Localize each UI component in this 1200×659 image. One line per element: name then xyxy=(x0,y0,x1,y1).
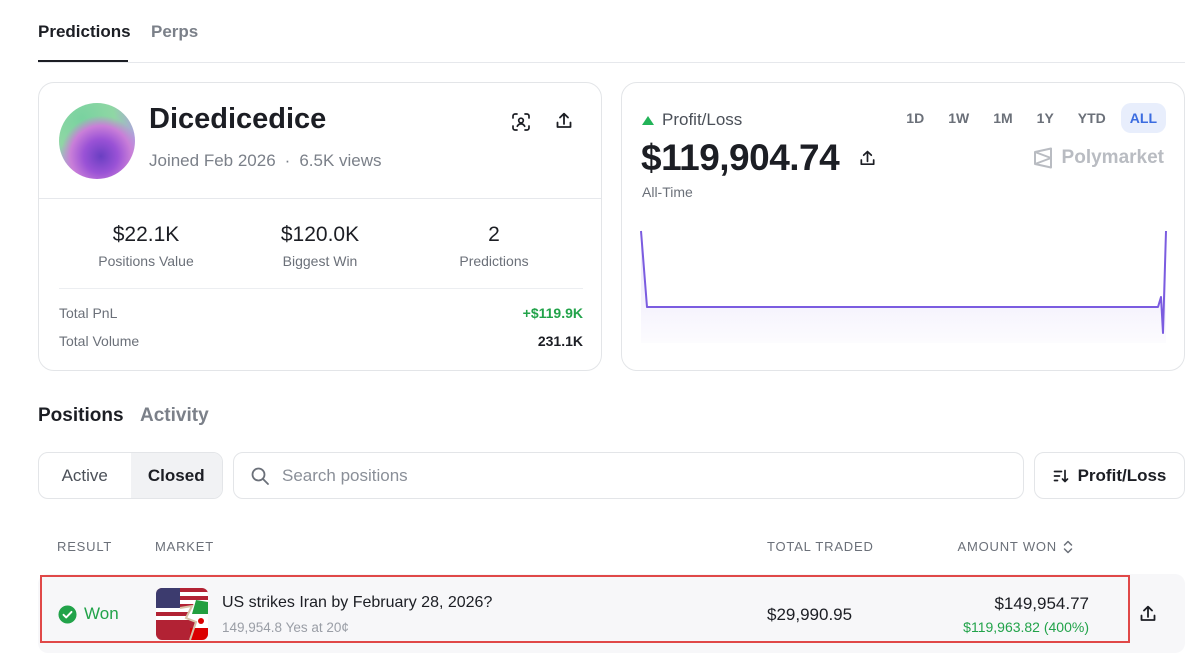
share-pnl-button[interactable] xyxy=(854,145,880,171)
result-badge: Won xyxy=(58,604,119,624)
divider xyxy=(39,198,601,199)
stat-value: $22.1K xyxy=(112,223,180,246)
profit-value: $119,963.82 (400%) xyxy=(963,619,1089,635)
market-shares: 149,954.8 Yes at 20¢ xyxy=(222,620,349,635)
brand-name: Polymarket xyxy=(1061,147,1164,168)
search-icon xyxy=(251,467,269,485)
profile-card: Dicedicedice Joined Feb 2026 · 6.5K views … xyxy=(38,82,602,371)
range-tab-1d[interactable]: 1D xyxy=(906,110,925,126)
profile-meta: Joined Feb 2026 · 6.5K views xyxy=(149,151,382,171)
column-header-total-traded: TOTAL TRADED xyxy=(767,539,874,554)
market-thumbnail xyxy=(156,588,208,640)
share-profile-button[interactable] xyxy=(551,108,577,134)
stat-predictions: 2 Predictions xyxy=(427,223,561,269)
pnl-period: All-Time xyxy=(642,184,693,200)
tab-predictions[interactable]: Predictions xyxy=(38,22,131,41)
stat-value: $120.0K xyxy=(280,223,360,246)
pnl-card: Profit/Loss 1D 1W 1M 1Y YTD ALL $119,904… xyxy=(621,82,1185,371)
pnl-area xyxy=(641,231,1166,343)
total-pnl-value: +$119.9K xyxy=(522,305,583,321)
sort-label: Profit/Loss xyxy=(1077,465,1167,485)
range-tab-1m[interactable]: 1M xyxy=(993,110,1013,126)
total-traded-value: $29,990.95 xyxy=(767,605,853,624)
stat-value: 2 xyxy=(488,223,500,246)
share-position-button[interactable] xyxy=(1135,601,1161,627)
total-pnl-label: Total PnL xyxy=(59,305,118,321)
pnl-value: $119,904.74 xyxy=(641,137,840,178)
share-icon xyxy=(859,150,875,165)
sort-icon xyxy=(1053,469,1068,482)
pnl-header: Profit/Loss xyxy=(642,110,742,130)
search-box xyxy=(233,452,1024,499)
stat-label: Predictions xyxy=(459,253,529,269)
stat-label: Biggest Win xyxy=(282,253,358,269)
range-tab-ytd[interactable]: YTD xyxy=(1077,110,1106,126)
joined-date: Joined Feb 2026 xyxy=(149,151,276,170)
tab-activity[interactable]: Activity xyxy=(140,405,209,426)
stat-positions-value: $22.1K Positions Value xyxy=(79,223,213,269)
result-label: Won xyxy=(84,604,119,623)
polymarket-logo-icon xyxy=(1033,147,1052,169)
polymarket-brand: Polymarket xyxy=(1032,147,1164,169)
range-tab-1y[interactable]: 1Y xyxy=(1036,110,1054,126)
amount-won-value: $149,954.77 xyxy=(994,594,1089,613)
column-header-amount-won-label: AMOUNT WON xyxy=(957,539,1057,554)
table-row[interactable]: Won US strikes Iran by February 28, 2026… xyxy=(38,574,1185,653)
range-tab-all[interactable]: ALL xyxy=(1120,103,1166,133)
stat-biggest-win: $120.0K Biggest Win xyxy=(253,223,387,269)
market-title[interactable]: US strikes Iran by February 28, 2026? xyxy=(222,594,493,611)
divider xyxy=(59,288,583,289)
check-circle-icon xyxy=(58,604,77,624)
range-tab-1w[interactable]: 1W xyxy=(948,110,970,126)
range-tabs: 1D 1W 1M 1Y YTD ALL xyxy=(897,103,1166,133)
scan-person-icon xyxy=(512,113,530,131)
column-header-result: RESULT xyxy=(57,539,113,554)
sort-updown-icon xyxy=(1063,540,1073,553)
column-header-market: MARKET xyxy=(155,539,214,554)
tab-perps[interactable]: Perps xyxy=(151,22,199,41)
view-count: 6.5K views xyxy=(299,151,382,170)
separator-dot: · xyxy=(284,151,291,170)
position-status-toggle: Active Closed xyxy=(38,452,223,499)
filter-active[interactable]: Active xyxy=(61,465,108,485)
share-icon xyxy=(1140,605,1156,621)
total-volume-value: 231.1K xyxy=(537,333,583,349)
pnl-line xyxy=(640,230,1167,334)
stat-label: Positions Value xyxy=(98,253,194,269)
tab-positions[interactable]: Positions xyxy=(38,405,124,426)
search-input[interactable] xyxy=(282,453,1002,498)
sort-profit-loss-button[interactable]: Profit/Loss xyxy=(1034,452,1185,499)
scan-profile-button[interactable] xyxy=(508,109,534,135)
share-icon xyxy=(556,112,572,128)
triangle-up-icon xyxy=(642,115,654,125)
pnl-chart xyxy=(640,230,1167,343)
active-tab-underline xyxy=(38,60,128,62)
avatar xyxy=(59,103,135,179)
column-header-amount-won[interactable]: AMOUNT WON xyxy=(958,539,1073,554)
top-tab-bar: Predictions Perps xyxy=(38,0,1185,63)
total-volume-label: Total Volume xyxy=(59,333,140,349)
filter-closed[interactable]: Closed xyxy=(130,453,222,498)
pnl-label: Profit/Loss xyxy=(662,110,743,129)
username: Dicedicedice xyxy=(149,103,327,135)
